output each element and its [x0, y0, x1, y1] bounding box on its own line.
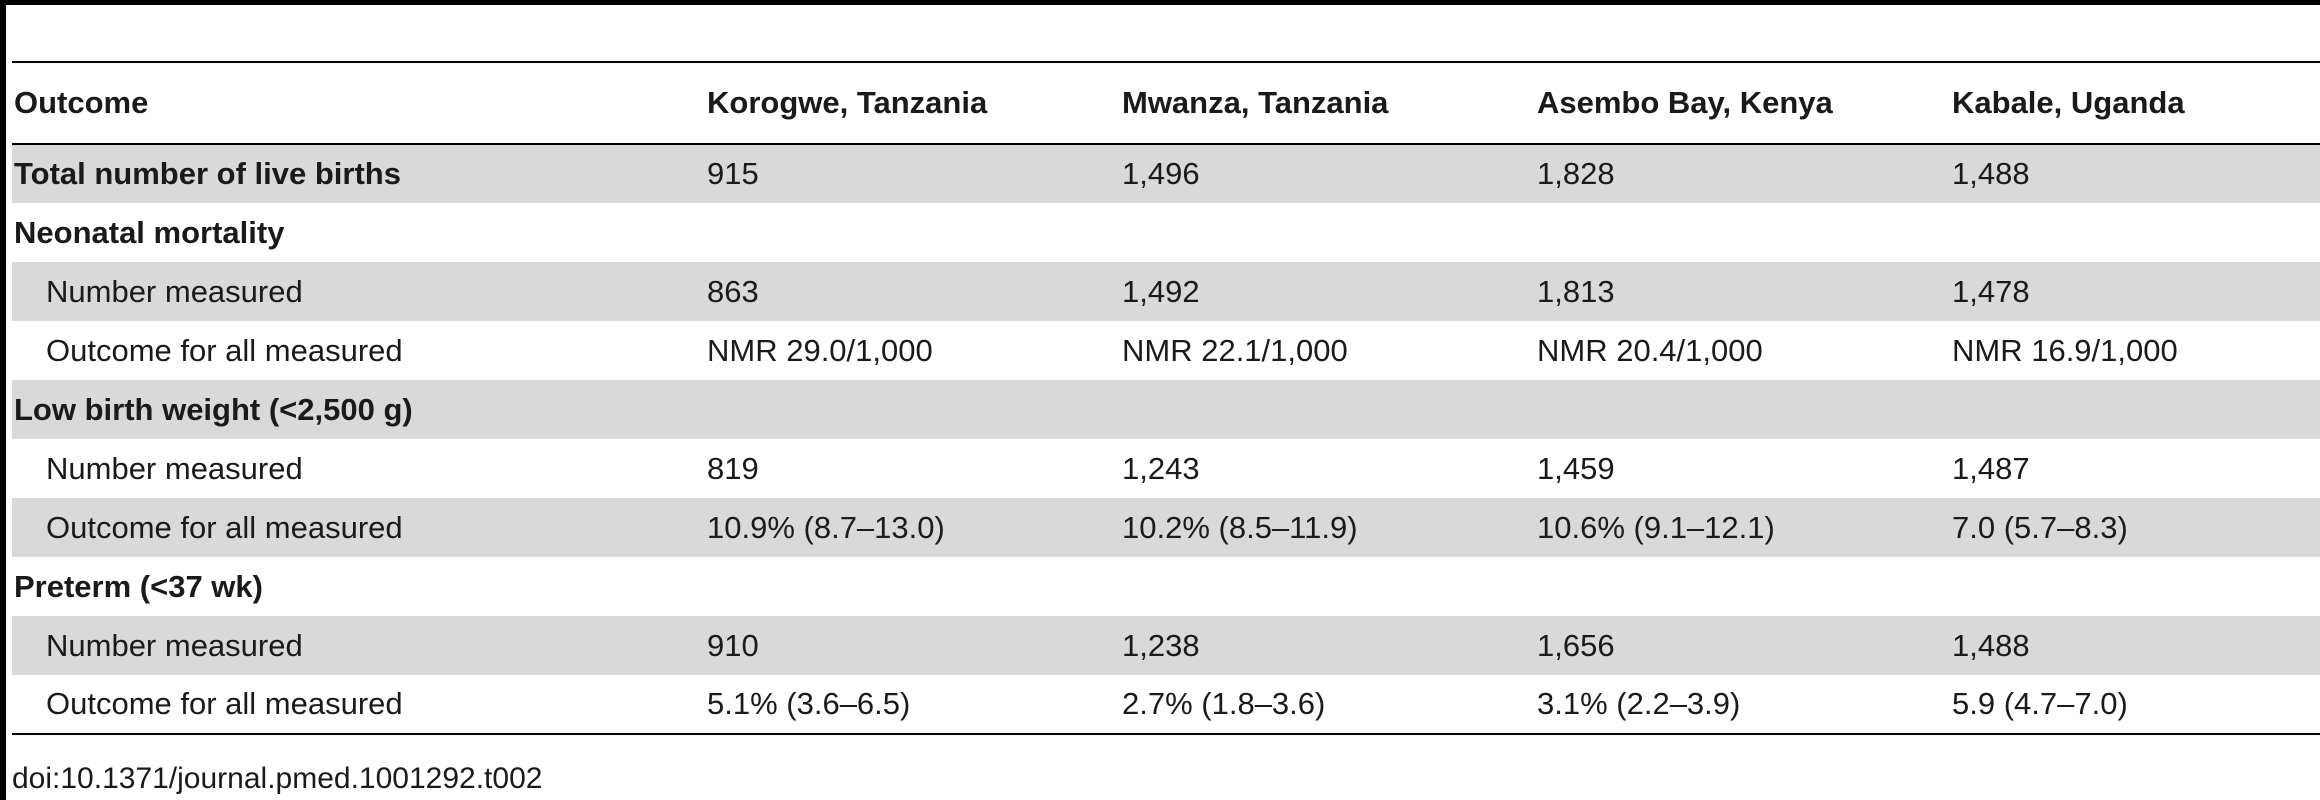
cell-value: 1,496	[1122, 156, 1200, 191]
row-label: Outcome for all measured	[46, 332, 403, 368]
cell-value: 1,488	[1952, 156, 2030, 191]
row-label: Number measured	[46, 450, 303, 486]
cell-value: 10.6% (9.1–12.1)	[1537, 509, 1775, 545]
table-row: Outcome for all measured 5.1% (3.6–6.5) …	[12, 675, 2320, 734]
section-label: Low birth weight (<2,500 g)	[14, 391, 413, 427]
cell-value: 1,459	[1537, 450, 1615, 486]
header-korogwe: Korogwe, Tanzania	[707, 85, 988, 120]
cell-value	[1535, 557, 1950, 616]
cell-value	[1535, 203, 1950, 262]
outcomes-table: Outcome Korogwe, Tanzania Mwanza, Tanzan…	[12, 61, 2320, 735]
cell-value: 910	[707, 627, 759, 663]
cell-value: 1,243	[1122, 450, 1200, 486]
cell-value: 3.1% (2.2–3.9)	[1537, 686, 1741, 721]
table-section-row: Neonatal mortality	[12, 203, 2320, 262]
cell-value	[705, 557, 1120, 616]
row-label: Total number of live births	[14, 156, 401, 191]
table-row: Total number of live births 915 1,496 1,…	[12, 144, 2320, 203]
cell-value: 5.1% (3.6–6.5)	[707, 686, 911, 721]
row-label: Outcome for all measured	[46, 509, 403, 545]
cell-value	[705, 203, 1120, 262]
table-row: Number measured 910 1,238 1,656 1,488	[12, 616, 2320, 675]
cell-value: NMR 29.0/1,000	[707, 332, 933, 368]
cell-value: NMR 16.9/1,000	[1952, 332, 2178, 368]
header-outcome: Outcome	[14, 85, 149, 120]
table-row: Outcome for all measured 10.9% (8.7–13.0…	[12, 498, 2320, 557]
cell-value: 863	[707, 273, 759, 309]
top-border-rule	[0, 0, 2320, 5]
cell-value	[1950, 203, 2320, 262]
doi-citation: doi:10.1371/journal.pmed.1001292.t002	[12, 762, 543, 795]
section-label: Neonatal mortality	[14, 214, 285, 250]
cell-value: 915	[707, 156, 759, 191]
row-label: Number measured	[46, 627, 303, 663]
cell-value	[1950, 557, 2320, 616]
cell-value	[1120, 203, 1535, 262]
cell-value: 5.9 (4.7–7.0)	[1952, 686, 2128, 721]
cell-value: 1,492	[1122, 273, 1200, 309]
cell-value	[1950, 380, 2320, 439]
header-mwanza: Mwanza, Tanzania	[1122, 85, 1389, 120]
cell-value: 1,487	[1952, 450, 2030, 486]
cell-value: 1,478	[1952, 273, 2030, 309]
left-border-rule	[0, 0, 6, 800]
cell-value: NMR 22.1/1,000	[1122, 332, 1348, 368]
outcomes-table-container: Outcome Korogwe, Tanzania Mwanza, Tanzan…	[12, 61, 2320, 735]
cell-value: 1,238	[1122, 627, 1200, 663]
section-label: Preterm (<37 wk)	[14, 568, 263, 604]
table-row: Number measured 863 1,492 1,813 1,478	[12, 262, 2320, 321]
cell-value: 10.2% (8.5–11.9)	[1122, 509, 1358, 545]
row-label: Outcome for all measured	[46, 686, 403, 721]
cell-value: 1,813	[1537, 273, 1615, 309]
cell-value	[1120, 380, 1535, 439]
cell-value: 10.9% (8.7–13.0)	[707, 509, 945, 545]
cell-value: 7.0 (5.7–8.3)	[1952, 509, 2128, 545]
cell-value: 1,656	[1537, 627, 1615, 663]
table-row: Outcome for all measured NMR 29.0/1,000 …	[12, 321, 2320, 380]
table-row: Number measured 819 1,243 1,459 1,487	[12, 439, 2320, 498]
table-section-row: Low birth weight (<2,500 g)	[12, 380, 2320, 439]
header-kabale: Kabale, Uganda	[1952, 85, 2185, 120]
table-section-row: Preterm (<37 wk)	[12, 557, 2320, 616]
cell-value	[1535, 380, 1950, 439]
cell-value: 2.7% (1.8–3.6)	[1122, 686, 1326, 721]
cell-value	[705, 380, 1120, 439]
cell-value	[1120, 557, 1535, 616]
cell-value: 1,828	[1537, 156, 1615, 191]
cell-value: 1,488	[1952, 627, 2030, 663]
cell-value: 819	[707, 450, 759, 486]
table-header-row: Outcome Korogwe, Tanzania Mwanza, Tanzan…	[12, 62, 2320, 144]
header-asembo-bay: Asembo Bay, Kenya	[1537, 85, 1833, 120]
cell-value: NMR 20.4/1,000	[1537, 332, 1763, 368]
row-label: Number measured	[46, 273, 303, 309]
